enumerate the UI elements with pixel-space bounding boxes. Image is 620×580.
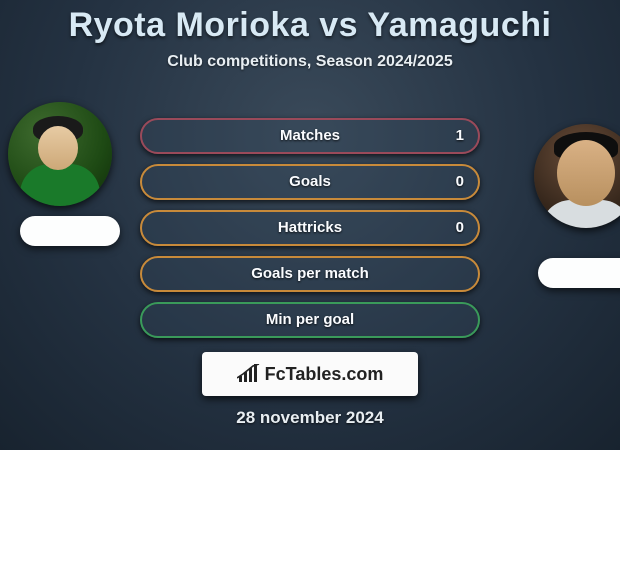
stat-row: Hattricks0 xyxy=(140,210,480,246)
stat-label: Min per goal xyxy=(142,311,478,328)
stat-label: Matches xyxy=(142,127,478,144)
stat-row: Goals0 xyxy=(140,164,480,200)
player-right-avatar xyxy=(534,124,620,228)
branding-text: FcTables.com xyxy=(265,364,384,385)
branding-suffix: .com xyxy=(341,364,383,384)
player-left-avatar xyxy=(8,102,112,206)
stat-row: Min per goal xyxy=(140,302,480,338)
player-left-name-plate xyxy=(20,216,120,246)
stat-label: Hattricks xyxy=(142,219,478,236)
branding-prefix: Fc xyxy=(265,364,286,384)
stat-label: Goals per match xyxy=(142,265,478,282)
footer-date: 28 november 2024 xyxy=(0,408,620,428)
page-subtitle: Club competitions, Season 2024/2025 xyxy=(0,53,620,71)
stat-value-right: 0 xyxy=(456,219,464,236)
player-right-name-plate xyxy=(538,258,620,288)
avatar-body xyxy=(20,164,100,206)
avatar-face xyxy=(557,140,615,206)
stat-value-right: 1 xyxy=(456,127,464,144)
comparison-card: Ryota Morioka vs Yamaguchi Club competit… xyxy=(0,0,620,450)
branding-main: Tables xyxy=(286,364,342,384)
stat-label: Goals xyxy=(142,173,478,190)
stat-value-right: 0 xyxy=(456,173,464,190)
stats-list: Matches1Goals0Hattricks0Goals per matchM… xyxy=(140,118,480,348)
avatar-face xyxy=(38,126,78,170)
chart-icon xyxy=(237,364,261,384)
stat-row: Goals per match xyxy=(140,256,480,292)
page-title: Ryota Morioka vs Yamaguchi xyxy=(0,0,620,45)
stat-row: Matches1 xyxy=(140,118,480,154)
branding-logo[interactable]: FcTables.com xyxy=(202,352,418,396)
